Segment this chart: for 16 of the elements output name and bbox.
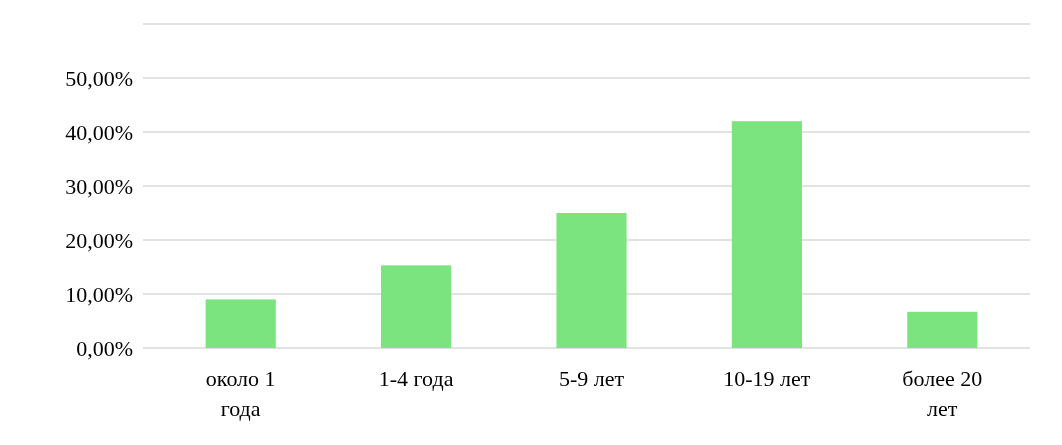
y-tick-label: 10,00% — [65, 281, 133, 307]
bar — [556, 213, 627, 348]
y-tick-label: 30,00% — [65, 173, 133, 199]
x-tick-label: 5-9 лет — [558, 366, 625, 391]
bar — [731, 121, 802, 348]
x-tick-label: 1-4 года — [378, 366, 454, 391]
y-tick-label: 40,00% — [65, 119, 133, 145]
x-tick-label: около 1 года — [205, 366, 276, 421]
bar — [907, 311, 978, 348]
y-tick-label: 20,00% — [65, 227, 133, 253]
x-tick-label: 10-19 лет — [723, 366, 811, 391]
bar — [205, 299, 276, 348]
y-tick-label: 0,00% — [76, 335, 133, 361]
y-tick-label: 50,00% — [65, 65, 133, 91]
bar — [381, 265, 452, 348]
x-tick-label: более 20 лет — [902, 366, 983, 421]
